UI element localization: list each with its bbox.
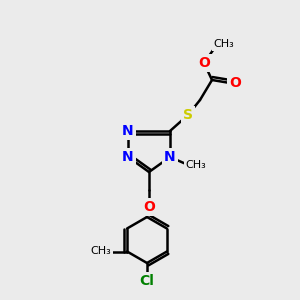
Text: N: N: [122, 124, 134, 138]
Text: N: N: [122, 150, 134, 164]
Text: Cl: Cl: [140, 274, 154, 288]
Text: CH₃: CH₃: [91, 247, 112, 256]
Text: O: O: [143, 200, 155, 214]
Text: CH₃: CH₃: [186, 160, 206, 170]
Text: O: O: [229, 76, 241, 90]
Text: S: S: [183, 108, 193, 122]
Text: O: O: [198, 56, 210, 70]
Text: CH₃: CH₃: [214, 39, 234, 49]
Text: N: N: [164, 150, 176, 164]
